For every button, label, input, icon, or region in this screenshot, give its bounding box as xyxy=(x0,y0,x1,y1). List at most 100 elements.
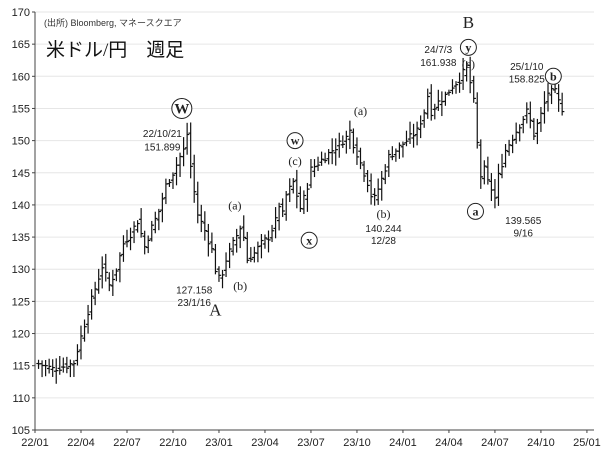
note-label: 127.158 xyxy=(176,286,213,297)
wave-label: (a) xyxy=(354,104,367,118)
price-bar xyxy=(117,252,123,283)
note-label: 140.244 xyxy=(365,224,402,235)
price-bar xyxy=(450,79,455,95)
price-bar xyxy=(71,360,77,377)
price-bar xyxy=(266,230,271,253)
note-label: 22/10/21 xyxy=(143,129,182,140)
price-bar xyxy=(351,128,356,154)
price-bar xyxy=(524,102,529,124)
note-label: 23/1/16 xyxy=(178,298,212,309)
price-bar xyxy=(280,198,285,218)
price-bar xyxy=(319,151,324,166)
price-bar xyxy=(446,89,452,96)
wave-circle-b xyxy=(544,67,562,85)
axes xyxy=(32,11,594,433)
price-bar xyxy=(407,121,413,145)
price-bar xyxy=(230,237,236,256)
note-label: 12/28 xyxy=(371,236,396,247)
price-bar xyxy=(531,118,537,140)
price-bar xyxy=(220,269,225,289)
price-bar xyxy=(248,247,254,263)
price-bar xyxy=(421,109,427,128)
price-bar xyxy=(202,211,208,241)
price-bar xyxy=(400,141,406,158)
wave-circle-w xyxy=(171,97,193,119)
price-bar xyxy=(429,84,434,121)
wave-circle-x xyxy=(300,231,318,249)
price-bar xyxy=(368,173,374,205)
price-bar xyxy=(138,208,144,238)
price-bar xyxy=(245,231,250,264)
wave-label: A xyxy=(209,301,222,320)
price-bar xyxy=(379,171,384,201)
price-bar xyxy=(82,319,87,342)
price-bar xyxy=(131,221,137,244)
x-tick-label: 23/01 xyxy=(205,437,233,449)
x-tick-label: 22/07 xyxy=(113,437,141,449)
price-bar xyxy=(404,130,409,147)
price-bar xyxy=(503,144,508,168)
price-bars xyxy=(36,56,565,384)
wave-label: (b) xyxy=(233,279,247,293)
price-bar xyxy=(276,202,282,231)
wave-label-y: y xyxy=(465,40,471,54)
note-label: 158.825 xyxy=(509,75,546,86)
price-bar xyxy=(54,358,59,384)
price-bar xyxy=(386,149,391,178)
note-label: 151.899 xyxy=(144,142,181,153)
price-bar xyxy=(167,179,172,187)
price-bar xyxy=(552,83,558,94)
wave-label: (b) xyxy=(376,207,390,221)
x-tick-label: 23/10 xyxy=(343,437,371,449)
wave-label-w: w xyxy=(291,134,300,148)
y-tick-label: 170 xyxy=(12,7,30,19)
price-bar xyxy=(181,137,186,167)
note-label: 25/1/10 xyxy=(510,62,544,73)
price-bar xyxy=(213,243,218,275)
wave-label: (a) xyxy=(228,198,241,212)
price-bar xyxy=(135,220,140,233)
wave-label: B xyxy=(463,13,474,32)
price-bar xyxy=(291,178,296,194)
source-note: (出所) Bloomberg, マネースクエア xyxy=(44,17,182,28)
price-bar xyxy=(259,234,264,259)
wave-label: (c) xyxy=(462,57,475,71)
price-bar xyxy=(337,132,342,158)
price-bar xyxy=(485,156,491,185)
price-bar xyxy=(521,116,526,134)
price-bar xyxy=(354,137,360,165)
price-bar xyxy=(301,190,307,215)
note-label: 24/7/3 xyxy=(424,45,452,56)
wave-label-a: a xyxy=(472,204,478,218)
price-bar xyxy=(124,229,130,248)
price-bar xyxy=(453,81,459,94)
price-bar xyxy=(492,178,498,209)
price-bar xyxy=(107,272,112,292)
price-bar xyxy=(432,103,437,120)
price-bar xyxy=(43,360,48,377)
price-bar xyxy=(114,268,119,282)
price-bar xyxy=(78,325,84,360)
price-bar xyxy=(89,289,94,320)
price-bar xyxy=(358,147,363,170)
y-tick-label: 165 xyxy=(12,39,30,51)
price-bar xyxy=(535,118,540,145)
price-bar xyxy=(110,269,116,297)
x-tick-label: 23/07 xyxy=(297,437,325,449)
price-bar xyxy=(146,235,151,254)
price-bar xyxy=(411,123,416,148)
price-bar xyxy=(496,163,501,206)
price-bar xyxy=(199,204,204,233)
price-bar xyxy=(344,130,349,154)
price-bar xyxy=(100,256,105,289)
price-bar xyxy=(206,223,211,257)
y-tick-label: 125 xyxy=(12,296,30,308)
price-bar xyxy=(482,160,487,185)
wave-label: (c) xyxy=(288,154,301,168)
x-tick-label: 24/10 xyxy=(527,437,555,449)
note-label: 139.565 xyxy=(505,216,542,227)
price-bar xyxy=(142,230,147,255)
y-tick-label: 105 xyxy=(12,425,30,437)
